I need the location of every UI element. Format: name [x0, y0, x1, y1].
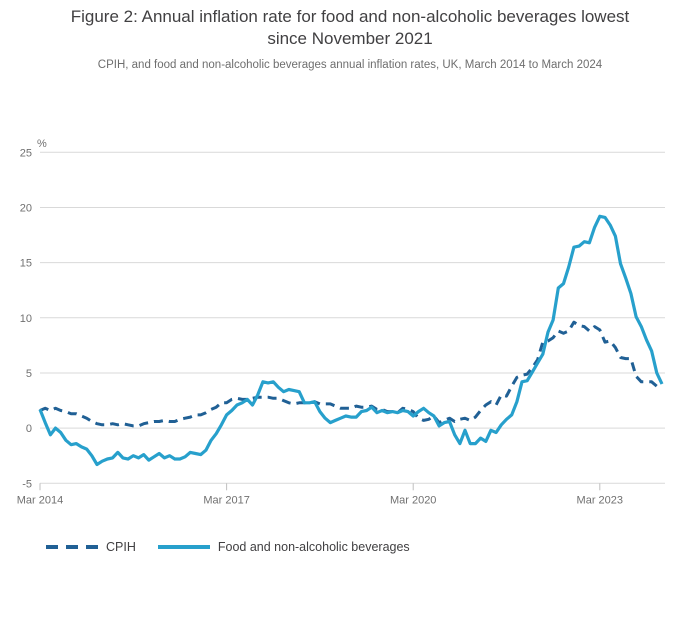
chart-subtitle: CPIH, and food and non-alcoholic beverag…	[97, 59, 603, 71]
chart-legend: CPIH Food and non-alcoholic beverages	[46, 540, 410, 554]
y-axis-tick-label: 0	[26, 423, 32, 435]
legend-label-cpih: CPIH	[106, 540, 136, 554]
legend-label-food: Food and non-alcoholic beverages	[217, 540, 410, 554]
cpih-dashed-line-icon	[46, 545, 98, 549]
x-axis-tick-label: Mar 2023	[577, 494, 623, 506]
legend-item-food[interactable]: Food and non-alcoholic beverages	[157, 540, 410, 554]
y-axis-tick-label: -5	[22, 478, 32, 490]
x-axis-tick-label: Mar 2014	[17, 494, 63, 506]
y-axis-tick-label: 5	[26, 368, 32, 380]
chart-title: Figure 2: Annual inflation rate for food…	[30, 6, 670, 49]
series-line-food	[38, 214, 664, 467]
y-axis-tick-label: 25	[20, 147, 32, 159]
y-axis-tick-label: 20	[20, 203, 32, 215]
y-axis-tick-label: 10	[20, 313, 32, 325]
y-axis-unit-label: %	[37, 138, 47, 150]
x-axis-tick-label: Mar 2020	[390, 494, 436, 506]
food-solid-line-icon	[157, 545, 210, 549]
y-axis-tick-label: 15	[20, 258, 32, 270]
legend-item-cpih[interactable]: CPIH	[46, 540, 136, 554]
chart-title-line2: since November 2021	[267, 28, 433, 48]
series-line-cpih	[39, 320, 662, 428]
chart-title-line1: Figure 2: Annual inflation rate for food…	[70, 7, 630, 26]
x-axis-tick-label: Mar 2017	[203, 494, 249, 506]
